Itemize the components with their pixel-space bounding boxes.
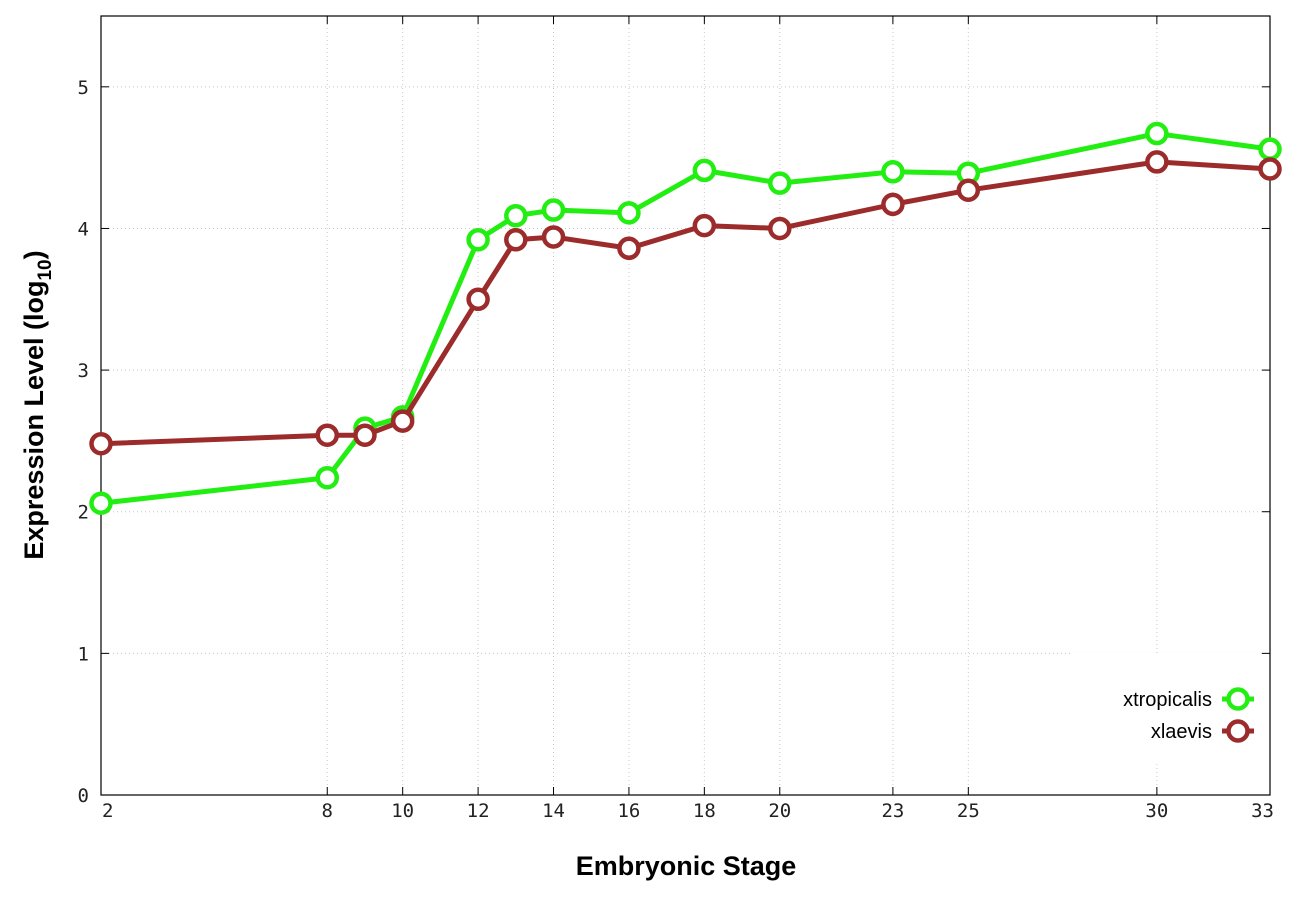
- data-point-xtropicalis: [617, 201, 641, 225]
- data-point-xlaevis: [956, 178, 981, 202]
- data-point-xlaevis: [89, 431, 113, 456]
- series-layer: [89, 121, 1282, 515]
- data-point-xtropicalis: [315, 465, 340, 490]
- data-point-xtropicalis: [541, 198, 566, 222]
- data-point-xlaevis: [504, 228, 528, 252]
- y-tick-label: 4: [78, 218, 89, 240]
- data-point-xtropicalis: [89, 491, 113, 515]
- x-tick-label: 20: [768, 800, 791, 822]
- data-point-xtropicalis: [881, 160, 905, 184]
- legend-background: [1072, 653, 1258, 763]
- data-point-xtropicalis: [1145, 121, 1169, 146]
- data-point-xlaevis: [692, 213, 717, 238]
- y-tick-label: 1: [78, 643, 89, 665]
- x-tick-label: 25: [957, 800, 980, 822]
- x-tick-label: 16: [617, 800, 640, 822]
- y-axis-title-subscript: 10: [35, 259, 56, 280]
- data-point-xlaevis: [1145, 150, 1169, 174]
- data-point-xtropicalis: [504, 203, 528, 228]
- x-tick-label: 23: [881, 800, 904, 822]
- y-axis-title-main: Expression Level (log: [19, 281, 49, 560]
- legend-label-xtropicalis: xtropicalis: [1123, 689, 1212, 711]
- x-tick-label: 10: [391, 800, 414, 822]
- x-tick-label: 12: [467, 800, 490, 822]
- x-tick-label: 18: [693, 800, 716, 822]
- data-point-xtropicalis: [1258, 137, 1282, 161]
- data-point-xlaevis: [466, 287, 490, 312]
- x-tick-label: 30: [1145, 800, 1168, 822]
- y-tick-label: 3: [78, 360, 89, 382]
- x-tick-label: 33: [1251, 800, 1274, 822]
- data-point-xtropicalis: [768, 171, 792, 195]
- legend-marker-xlaevis: [1226, 719, 1250, 743]
- x-tick-label: 14: [542, 800, 565, 822]
- legend-label-xlaevis: xlaevis: [1151, 721, 1212, 743]
- x-axis-title: Embryonic Stage: [576, 851, 797, 881]
- data-point-xlaevis: [617, 236, 641, 261]
- y-axis-title-close: ): [19, 250, 49, 259]
- y-tick-label: 0: [78, 785, 89, 807]
- y-tick-label: 2: [78, 502, 89, 524]
- series-line-xlaevis: [100, 159, 1271, 447]
- data-point-xlaevis: [353, 423, 377, 447]
- data-point-xlaevis: [541, 225, 566, 249]
- data-point-xlaevis: [881, 192, 905, 217]
- legend-marker-xtropicalis: [1226, 687, 1250, 711]
- data-point-xlaevis: [315, 423, 340, 447]
- plot-frame: [100, 15, 1271, 796]
- grid-layer: [101, 16, 1270, 795]
- data-point-xlaevis: [1258, 157, 1282, 181]
- series-line-xtropicalis: [100, 131, 1271, 506]
- data-point-xlaevis: [768, 216, 792, 241]
- x-tick-label: 8: [322, 800, 333, 822]
- y-tick-label: 5: [78, 77, 89, 99]
- data-point-xtropicalis: [692, 158, 717, 183]
- y-axis-title: Expression Level (log10): [19, 250, 56, 559]
- data-point-xtropicalis: [466, 228, 490, 252]
- data-point-xlaevis: [390, 409, 415, 433]
- x-tick-label: 2: [102, 800, 113, 822]
- legend: xtropicalis xlaevis: [1072, 653, 1258, 763]
